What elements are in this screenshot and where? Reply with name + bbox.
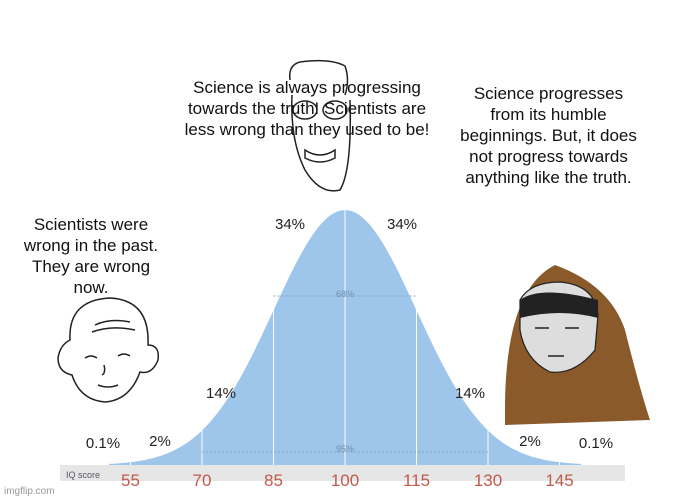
iq-score: 100 <box>331 471 359 490</box>
left-caption: Scientists were wrong in the past. They … <box>23 215 159 297</box>
inner-label: 95% <box>336 444 354 454</box>
left-character <box>57 297 160 403</box>
center-caption: Science is always progressing towards th… <box>184 78 430 139</box>
right-character <box>505 265 650 425</box>
percent-label: 34% <box>387 216 417 233</box>
axis-strip <box>60 465 625 481</box>
percent-label: 2% <box>149 433 171 450</box>
center-character <box>288 59 352 192</box>
iq-score: 115 <box>403 471 430 490</box>
iq-score: 85 <box>264 471 283 490</box>
percent-label: 14% <box>206 385 236 402</box>
iq-score: 145 <box>545 471 573 490</box>
percent-label: 14% <box>455 385 485 402</box>
percent-label: 0.1% <box>86 435 120 452</box>
axis-label: IQ score <box>66 470 100 480</box>
percent-label: 0.1% <box>579 435 613 452</box>
right-caption: Science progresses from its humble begin… <box>460 84 637 187</box>
iq-score: 55 <box>121 471 140 490</box>
percent-label: 34% <box>275 216 305 233</box>
iq-score: 130 <box>474 471 502 490</box>
inner-label: 68% <box>336 289 354 299</box>
bell-curve: IQ score 55 70 85 100 115 130 145 0.1% 2% 14% 34% 34… <box>4 210 625 497</box>
watermark: imgflip.com <box>4 486 55 497</box>
iq-score: 70 <box>193 471 212 490</box>
percent-label: 2% <box>519 433 541 450</box>
